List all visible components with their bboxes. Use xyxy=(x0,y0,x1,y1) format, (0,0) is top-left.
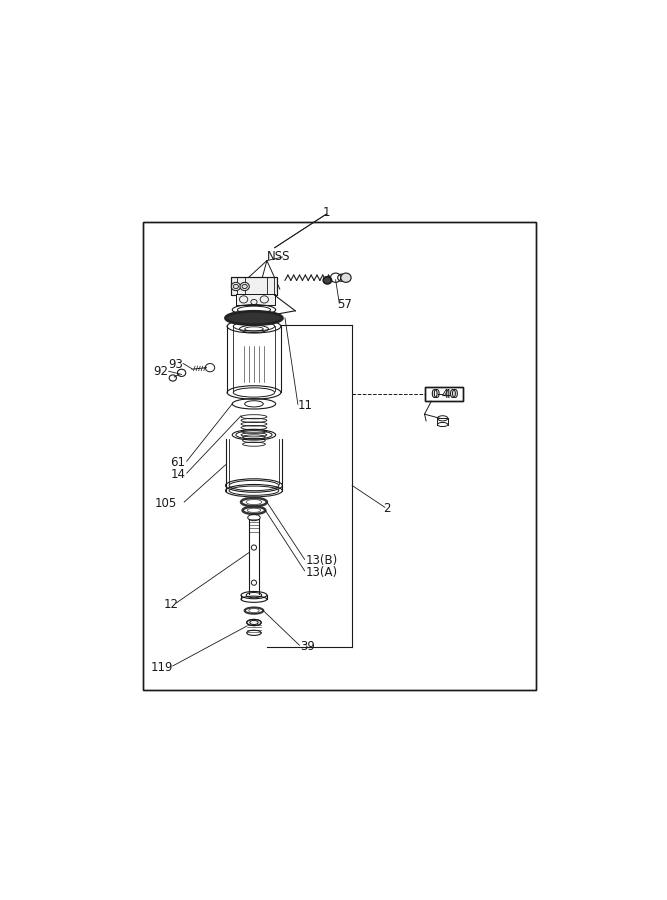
Text: 119: 119 xyxy=(151,661,173,674)
Text: 39: 39 xyxy=(301,640,315,653)
Text: 11: 11 xyxy=(298,399,313,412)
Text: 92: 92 xyxy=(153,365,168,378)
Bar xyxy=(236,294,275,304)
Text: 93: 93 xyxy=(169,357,183,371)
Ellipse shape xyxy=(240,283,249,291)
Ellipse shape xyxy=(341,273,351,283)
Bar xyxy=(231,277,277,295)
Bar xyxy=(425,387,464,401)
Ellipse shape xyxy=(323,276,331,284)
Text: 0-40: 0-40 xyxy=(431,388,458,400)
Bar xyxy=(143,222,536,689)
Text: 14: 14 xyxy=(170,468,185,482)
Ellipse shape xyxy=(225,311,282,325)
Text: 105: 105 xyxy=(155,497,177,510)
Bar xyxy=(143,222,536,689)
Text: NSS: NSS xyxy=(267,250,290,263)
Bar xyxy=(236,294,275,304)
Bar xyxy=(425,387,464,401)
Bar xyxy=(231,277,277,295)
Ellipse shape xyxy=(247,619,261,625)
Text: 13(B): 13(B) xyxy=(305,554,338,568)
Text: 61: 61 xyxy=(170,456,185,469)
Ellipse shape xyxy=(231,283,241,291)
Text: 0-40: 0-40 xyxy=(432,388,458,400)
Text: 1: 1 xyxy=(323,206,330,219)
Text: 12: 12 xyxy=(163,598,179,611)
Text: 57: 57 xyxy=(337,298,352,311)
Text: 13(A): 13(A) xyxy=(305,566,338,579)
Text: 2: 2 xyxy=(383,502,391,516)
